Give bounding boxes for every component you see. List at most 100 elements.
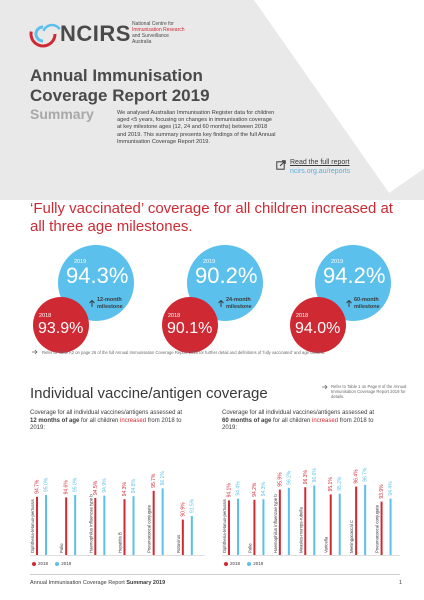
category-label-0: Diphtheria-tetanus-pertussis bbox=[222, 499, 227, 553]
footer-text: Annual Immunisation Coverage Report Summ… bbox=[30, 580, 166, 586]
bar-label-2018-3: 96.3% bbox=[303, 469, 309, 484]
footnote-pointer-icon bbox=[32, 349, 38, 355]
bar-2018-0 bbox=[228, 500, 230, 555]
panel-60-description: Coverage for all individual vaccines/ant… bbox=[222, 410, 375, 432]
bar-2019-2 bbox=[287, 487, 290, 555]
ncirs-logo-icon bbox=[29, 20, 63, 48]
bar-label-2019-0: 94.4% bbox=[236, 481, 242, 496]
external-link-icon[interactable] bbox=[276, 160, 286, 170]
category-label-1: Polio bbox=[247, 543, 252, 553]
bar-label-2019-2: 94.9% bbox=[102, 478, 108, 493]
bar-label-2019-1: 95.0% bbox=[73, 477, 79, 492]
bar-2018-5 bbox=[181, 519, 184, 555]
milestone-60-year-2018: 2018 bbox=[296, 313, 309, 319]
bar-label-2018-4: 95.1% bbox=[328, 477, 334, 492]
bar-2019-1 bbox=[262, 499, 265, 555]
bar-label-2018-2: 94.5% bbox=[93, 480, 99, 495]
milestone-60-label: 60-month milestone bbox=[354, 297, 380, 310]
bar-label-2018-0: 94.7% bbox=[35, 479, 41, 494]
bar-label-2019-0: 95.0% bbox=[44, 477, 50, 492]
bar-label-2018-5: 96.4% bbox=[354, 469, 360, 484]
bar-label-2019-1: 94.3% bbox=[261, 481, 267, 496]
legend-2019-label: 2019 bbox=[253, 561, 264, 566]
footer-divider bbox=[30, 574, 400, 575]
bar-label-2018-5: 90.9% bbox=[180, 502, 186, 517]
bar-label-2019-3: 94.8% bbox=[131, 478, 137, 493]
bar-2019-5 bbox=[190, 516, 193, 555]
panel-12-description: Coverage for all individual vaccines/ant… bbox=[30, 410, 183, 432]
headline: ‘Fully vaccinated’ coverage for all chil… bbox=[30, 200, 393, 235]
bar-label-2019-4: 95.2% bbox=[337, 476, 343, 491]
milestone-24-value-2019: 90.2% bbox=[195, 263, 258, 288]
milestone-12-label: 12-month milestone bbox=[97, 297, 123, 310]
report-subtitle: Summary bbox=[30, 106, 94, 122]
bar-2018-1 bbox=[253, 499, 256, 555]
milestone-60-year-2019: 2019 bbox=[331, 259, 344, 265]
milestone-12-circle-2018 bbox=[33, 297, 89, 353]
section-title: Individual vaccine/antigen coverage bbox=[30, 385, 268, 402]
legend-2018-label: 2018 bbox=[38, 561, 49, 566]
bar-label-2018-3: 94.3% bbox=[122, 481, 128, 496]
logo-subtitle: National Centre for Immunisation Researc… bbox=[132, 21, 185, 45]
bar-label-2018-6: 93.9% bbox=[379, 484, 385, 499]
category-label-4: Pneumococcal conjugate bbox=[147, 504, 152, 553]
bar-label-2018-2: 95.9% bbox=[277, 472, 283, 487]
bar-2019-4 bbox=[161, 488, 164, 555]
legend-2018-swatch bbox=[224, 561, 228, 566]
bar-label-2018-4: 95.7% bbox=[151, 473, 157, 488]
category-label-4: Varicella bbox=[324, 536, 329, 553]
milestone-12-value-2018: 93.9% bbox=[38, 320, 84, 337]
chart-60-legend: 2018 2019 bbox=[224, 561, 269, 566]
bar-2019-6 bbox=[389, 498, 392, 555]
milestone-24-label: 24-month milestone bbox=[226, 297, 252, 310]
milestone-60-value-2019: 94.2% bbox=[323, 263, 386, 288]
bar-2018-0 bbox=[36, 496, 38, 555]
bar-2019-3 bbox=[132, 496, 135, 555]
bar-2018-4 bbox=[152, 490, 155, 555]
category-label-0: Diphtheria-tetanus-pertussis bbox=[30, 499, 35, 553]
milestone-60-value-2018: 94.0% bbox=[295, 320, 341, 337]
section-note: Refer to Table 1 on Page 8 of the Annual… bbox=[331, 384, 407, 400]
bar-label-2019-2: 96.2% bbox=[286, 470, 292, 485]
note-pointer-icon bbox=[322, 384, 328, 390]
category-label-1: Polio bbox=[59, 543, 64, 553]
milestone-footnote: Refer to Table A2 on page 26 of the full… bbox=[42, 350, 326, 355]
bar-label-2019-4: 96.1% bbox=[160, 471, 166, 486]
legend-2019-swatch bbox=[247, 561, 252, 566]
up-arrow-icon bbox=[346, 300, 352, 307]
bar-2019-4 bbox=[338, 493, 341, 555]
milestone-12-value-2019: 94.3% bbox=[66, 263, 129, 288]
milestone-12-year-2019: 2019 bbox=[74, 259, 87, 265]
category-label-3: Hepatitis B bbox=[118, 532, 123, 553]
category-label-2: Haemophilus influenzae type b bbox=[273, 494, 278, 553]
milestone-12-year-2018: 2018 bbox=[39, 313, 52, 319]
chart-12-months: 94.7% 95.0%Diphtheria-tetanus-pertussis94… bbox=[30, 471, 205, 556]
chart-60-months: 94.1% 94.4%Diphtheria-tetanus-pertussis94… bbox=[222, 467, 400, 556]
bar-2019-5 bbox=[364, 484, 367, 555]
bar-2018-2 bbox=[278, 489, 281, 555]
header-background bbox=[0, 0, 424, 200]
bar-label-2018-0: 94.1% bbox=[227, 483, 233, 498]
intro-paragraph: We analysed Australian Immunisation Regi… bbox=[117, 110, 276, 145]
bar-2018-3 bbox=[123, 499, 126, 555]
bar-label-2019-5: 96.7% bbox=[363, 467, 369, 482]
category-label-2: Haemophilus influenzae type b bbox=[88, 494, 93, 553]
bar-label-2018-1: 94.6% bbox=[64, 480, 70, 495]
milestone-24-year-2018: 2018 bbox=[168, 313, 181, 319]
category-label-5: Meningococcal C bbox=[349, 520, 354, 553]
report-url-link[interactable]: ncirs.org.au/reports bbox=[290, 168, 351, 175]
bar-2018-2 bbox=[94, 498, 97, 555]
bar-label-2019-3: 96.6% bbox=[312, 468, 318, 483]
bar-2018-1 bbox=[65, 497, 68, 555]
legend-2018-swatch bbox=[32, 561, 36, 566]
read-full-report-link[interactable]: Read the full report bbox=[290, 159, 350, 166]
bar-2018-4 bbox=[329, 494, 332, 555]
milestone-60-circle-2018 bbox=[290, 297, 346, 353]
milestone-24-year-2019: 2019 bbox=[203, 259, 216, 265]
milestone-24-circle-2018 bbox=[162, 297, 218, 353]
legend-2018-label: 2018 bbox=[230, 561, 241, 566]
bar-label-2019-6: 94.4% bbox=[388, 481, 394, 496]
report-title: Annual Immunisation Coverage Report 2019 bbox=[30, 66, 210, 105]
legend-2019-swatch bbox=[55, 561, 60, 566]
bar-2018-3 bbox=[304, 487, 307, 555]
